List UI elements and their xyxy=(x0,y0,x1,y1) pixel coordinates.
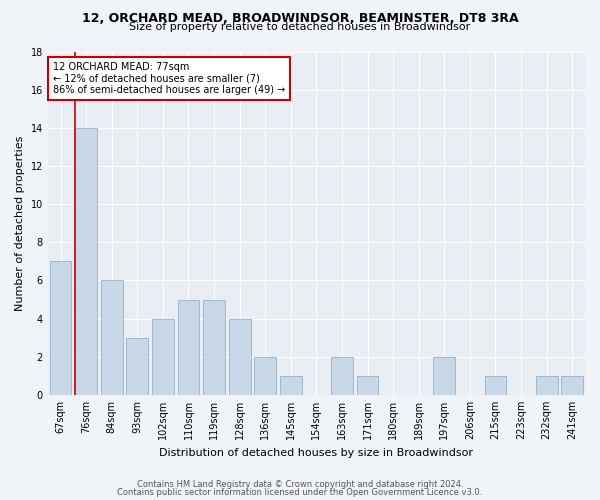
Bar xyxy=(254,357,276,395)
Bar xyxy=(485,376,506,395)
Text: 12 ORCHARD MEAD: 77sqm
← 12% of detached houses are smaller (7)
86% of semi-deta: 12 ORCHARD MEAD: 77sqm ← 12% of detached… xyxy=(53,62,286,95)
Bar xyxy=(75,128,97,395)
Y-axis label: Number of detached properties: Number of detached properties xyxy=(15,136,25,311)
Bar xyxy=(356,376,379,395)
Bar xyxy=(562,376,583,395)
Bar xyxy=(178,300,199,395)
Bar xyxy=(433,357,455,395)
Bar xyxy=(50,262,71,395)
Bar xyxy=(203,300,225,395)
Bar xyxy=(101,280,122,395)
Text: Contains public sector information licensed under the Open Government Licence v3: Contains public sector information licen… xyxy=(118,488,482,497)
Bar xyxy=(152,318,174,395)
Bar xyxy=(280,376,302,395)
Text: Size of property relative to detached houses in Broadwindsor: Size of property relative to detached ho… xyxy=(130,22,470,32)
Text: 12, ORCHARD MEAD, BROADWINDSOR, BEAMINSTER, DT8 3RA: 12, ORCHARD MEAD, BROADWINDSOR, BEAMINST… xyxy=(82,12,518,26)
Bar xyxy=(536,376,557,395)
Bar xyxy=(127,338,148,395)
Bar xyxy=(331,357,353,395)
X-axis label: Distribution of detached houses by size in Broadwindsor: Distribution of detached houses by size … xyxy=(160,448,473,458)
Bar xyxy=(229,318,251,395)
Text: Contains HM Land Registry data © Crown copyright and database right 2024.: Contains HM Land Registry data © Crown c… xyxy=(137,480,463,489)
